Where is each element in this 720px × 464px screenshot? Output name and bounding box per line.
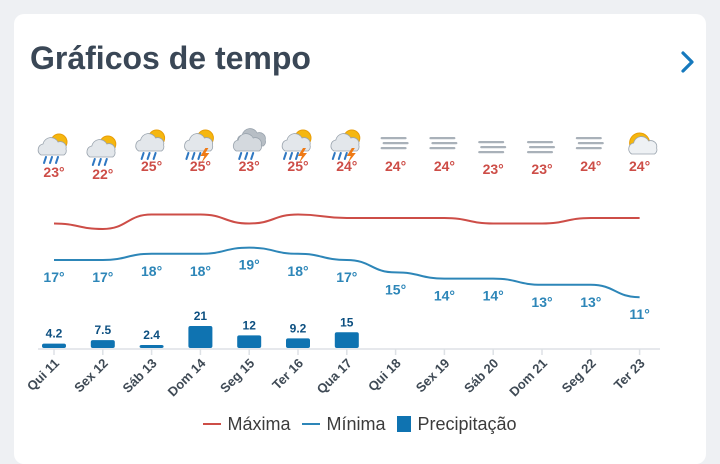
max-temp-label: 24° — [434, 158, 455, 174]
x-tick-label: Sex 19 — [413, 356, 453, 396]
precip-value-label: 2.4 — [143, 328, 160, 342]
min-temp-label: 18° — [287, 263, 308, 279]
storm-sun-icon — [281, 129, 312, 163]
min-temp-label: 14° — [434, 288, 455, 304]
x-tick-label: Seg 15 — [217, 356, 257, 396]
max-series-line — [53, 213, 640, 231]
min-temp-label: 13° — [580, 294, 601, 310]
fog-icon — [429, 137, 458, 150]
max-temp-label: 25° — [287, 158, 308, 174]
min-temp-label: 17° — [43, 269, 64, 285]
min-temp-label: 13° — [531, 294, 552, 310]
rain-cloud-icon — [232, 128, 266, 160]
min-temp-label: 15° — [385, 281, 406, 297]
min-temp-label: 18° — [141, 263, 162, 279]
precip-bar — [237, 335, 262, 348]
legend-max-label: Máxima — [227, 413, 291, 434]
legend-precip[interactable]: Precipitação — [397, 413, 517, 435]
legend-max[interactable]: Máxima — [203, 414, 290, 435]
fog-icon — [575, 137, 604, 150]
min-temp-label: 18° — [190, 263, 211, 279]
chart-legend: Máxima Mínima Precipitação — [14, 412, 706, 436]
legend-min-swatch — [302, 423, 321, 425]
storm-sun-icon — [184, 129, 214, 163]
card-title: Gráficos de tempo — [30, 40, 311, 76]
fog-icon — [380, 137, 409, 150]
chevron-right-icon[interactable] — [676, 48, 700, 76]
x-tick-label: Sáb 13 — [119, 356, 159, 396]
fog-icon — [527, 141, 555, 154]
max-temp-label: 24° — [336, 158, 357, 174]
partly-cloudy-icon — [628, 132, 658, 155]
legend-min[interactable]: Mínima — [302, 414, 385, 435]
max-temp-label: 24° — [629, 158, 650, 174]
max-temp-label: 24° — [580, 158, 601, 174]
min-temp-label: 17° — [92, 269, 113, 285]
max-temp-label: 25° — [141, 158, 162, 174]
legend-min-label: Mínima — [326, 413, 386, 434]
legend-precip-swatch — [397, 416, 412, 432]
rain-sun-icon — [86, 135, 117, 166]
max-temp-label: 23° — [239, 158, 260, 174]
precip-value-label: 4.2 — [46, 327, 63, 341]
precip-value-label: 12 — [243, 318, 257, 332]
max-temp-label: 22° — [92, 166, 113, 182]
storm-sun-icon — [330, 129, 361, 163]
min-temp-label: 17° — [336, 269, 357, 285]
max-temp-label: 23° — [43, 164, 64, 180]
max-temp-label: 23° — [531, 161, 552, 177]
x-tick-label: Ter 16 — [269, 356, 306, 393]
precip-bar — [334, 332, 359, 348]
precip-bar — [90, 340, 115, 348]
min-temp-label: 19° — [239, 257, 260, 273]
max-temp-label: 24° — [385, 158, 406, 174]
x-tick-label: Sáb 20 — [461, 356, 501, 396]
x-tick-label: Ter 23 — [611, 356, 648, 393]
weather-charts-card: Gráficos de tempo 23° 22° 25° 25° 23° 25° 24° 2… — [14, 14, 706, 464]
precip-value-label: 21 — [194, 309, 208, 323]
fog-icon — [478, 141, 507, 154]
min-temp-label: 11° — [629, 306, 649, 322]
min-series-line — [53, 246, 640, 299]
x-tick-label: Qua 17 — [314, 356, 355, 397]
rain-sun-icon — [37, 133, 68, 164]
x-tick-label: Qui 11 — [24, 356, 62, 394]
weather-chart: 23° 22° 25° 25° 23° 25° 24° 24° 24° 23° 23° 24° 24° 1… — [24, 128, 660, 400]
legend-precip-label: Precipitação — [417, 413, 517, 434]
x-tick-label: Dom 21 — [506, 356, 550, 400]
precip-value-label: 9.2 — [290, 321, 307, 335]
precip-value-label: 7.5 — [94, 323, 111, 337]
rain-sun-icon — [135, 129, 166, 160]
x-tick-label: Dom 14 — [165, 355, 209, 399]
precip-bar — [42, 343, 66, 348]
legend-max-swatch — [203, 423, 222, 425]
max-temp-label: 25° — [190, 158, 211, 174]
precip-value-label: 15 — [340, 315, 354, 329]
x-tick-label: Qui 18 — [365, 356, 404, 395]
min-temp-label: 14° — [483, 288, 504, 304]
x-tick-label: Sex 12 — [71, 356, 111, 396]
precip-bar — [188, 325, 213, 348]
precip-bar — [286, 338, 310, 348]
x-tick-label: Seg 22 — [559, 356, 599, 396]
precip-bar — [139, 345, 164, 348]
max-temp-label: 23° — [483, 161, 504, 177]
